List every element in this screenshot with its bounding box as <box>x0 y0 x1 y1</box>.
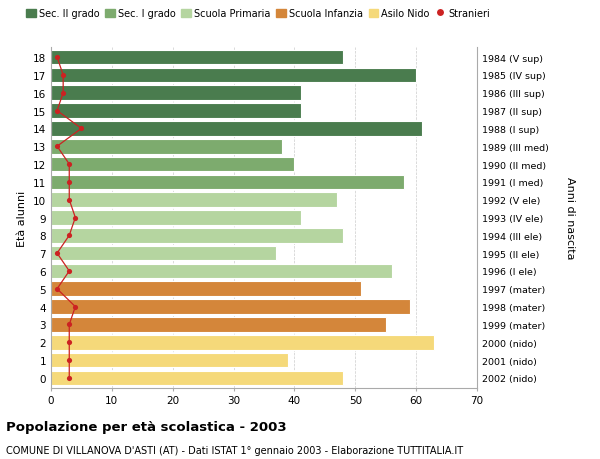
Point <box>64 375 74 382</box>
Bar <box>51 229 343 243</box>
Point <box>64 321 74 328</box>
Bar <box>51 335 434 350</box>
Point <box>64 268 74 275</box>
Point <box>52 285 62 293</box>
Point <box>71 214 80 222</box>
Bar <box>51 50 343 65</box>
Point <box>52 108 62 115</box>
Text: Popolazione per età scolastica - 2003: Popolazione per età scolastica - 2003 <box>6 420 287 433</box>
Bar <box>51 211 301 225</box>
Point <box>52 54 62 62</box>
Point <box>58 90 68 97</box>
Legend: Sec. II grado, Sec. I grado, Scuola Primaria, Scuola Infanzia, Asilo Nido, Stran: Sec. II grado, Sec. I grado, Scuola Prim… <box>26 9 490 19</box>
Bar <box>51 175 404 190</box>
Bar <box>51 122 422 136</box>
Y-axis label: Età alunni: Età alunni <box>17 190 28 246</box>
Bar <box>51 193 337 207</box>
Point <box>64 196 74 204</box>
Bar <box>51 318 386 332</box>
Bar <box>51 264 392 279</box>
Point <box>64 357 74 364</box>
Bar <box>51 282 361 297</box>
Point <box>52 250 62 257</box>
Bar <box>51 246 276 261</box>
Bar <box>51 86 301 101</box>
Point <box>71 303 80 311</box>
Y-axis label: Anni di nascita: Anni di nascita <box>565 177 575 259</box>
Bar <box>51 371 343 386</box>
Point <box>58 72 68 79</box>
Text: COMUNE DI VILLANOVA D'ASTI (AT) - Dati ISTAT 1° gennaio 2003 - Elaborazione TUTT: COMUNE DI VILLANOVA D'ASTI (AT) - Dati I… <box>6 445 463 455</box>
Bar <box>51 353 289 368</box>
Point <box>64 161 74 168</box>
Bar <box>51 300 410 314</box>
Bar <box>51 104 301 118</box>
Bar <box>51 140 282 154</box>
Bar <box>51 68 416 83</box>
Point <box>52 143 62 151</box>
Point <box>64 179 74 186</box>
Bar <box>51 157 295 172</box>
Point <box>64 232 74 240</box>
Point <box>77 125 86 133</box>
Point <box>64 339 74 346</box>
